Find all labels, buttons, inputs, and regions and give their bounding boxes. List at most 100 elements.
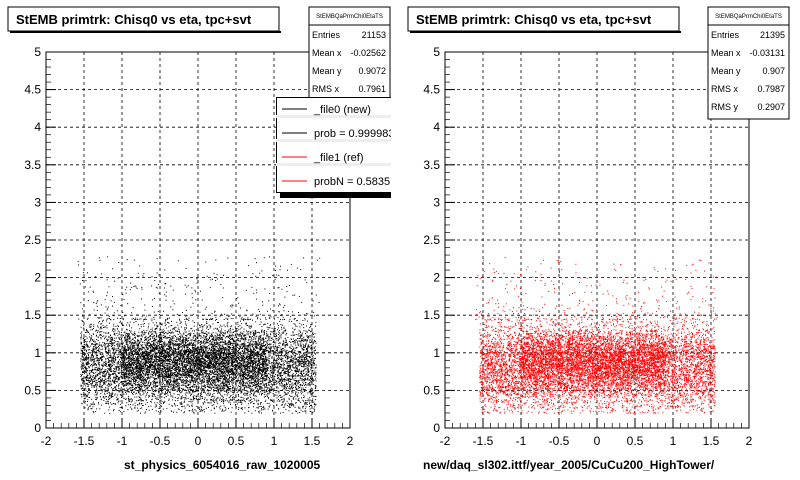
scatter-point [296, 360, 298, 362]
scatter-point [98, 347, 100, 349]
scatter-point [312, 341, 314, 343]
scatter-point [212, 332, 214, 334]
scatter-point [245, 367, 247, 369]
scatter-point [274, 394, 276, 396]
scatter-point [153, 342, 155, 344]
scatter-point [141, 362, 143, 364]
scatter-point [112, 349, 114, 351]
scatter-point [300, 401, 302, 403]
scatter-point [96, 387, 98, 389]
scatter-point [130, 401, 132, 403]
scatter-point [212, 360, 214, 362]
scatter-point [275, 346, 276, 348]
scatter-point [212, 399, 214, 401]
scatter-point [287, 375, 289, 377]
scatter-point [308, 399, 310, 401]
scatter-point [88, 354, 89, 356]
scatter-point [114, 340, 116, 341]
scatter-point [98, 352, 100, 354]
scatter-point [290, 380, 292, 382]
scatter-point [226, 384, 228, 386]
scatter-point [310, 383, 312, 385]
scatter-point [285, 369, 287, 370]
scatter-point [93, 364, 95, 366]
scatter-point [240, 379, 242, 381]
scatter-point [304, 359, 306, 361]
scatter-point [299, 322, 301, 324]
scatter-point [125, 373, 127, 375]
scatter-point [217, 397, 219, 399]
scatter-point [270, 390, 272, 391]
scatter-point [121, 368, 122, 370]
scatter-point [92, 347, 94, 349]
scatter-point [307, 339, 308, 341]
scatter-point [231, 332, 233, 334]
scatter-point [284, 341, 286, 343]
scatter-point [281, 382, 283, 384]
scatter-point [286, 359, 288, 361]
scatter-point [93, 379, 95, 381]
scatter-point [253, 337, 255, 339]
scatter-point [140, 388, 141, 390]
scatter-point [312, 373, 314, 375]
scatter-point [168, 361, 170, 363]
scatter-point [100, 387, 102, 389]
scatter-point [265, 340, 267, 342]
scatter-point [236, 392, 238, 394]
scatter-point [249, 369, 250, 371]
scatter-point [287, 368, 288, 370]
scatter-point [288, 397, 290, 399]
scatter-point [278, 367, 280, 369]
scatter-point [221, 341, 223, 343]
scatter-point [100, 358, 102, 359]
scatter-point [168, 326, 170, 328]
scatter-point [105, 387, 107, 389]
scatter-point [144, 332, 146, 334]
scatter-point [246, 364, 248, 366]
scatter-point [100, 357, 102, 359]
scatter-point [199, 326, 201, 328]
scatter-point [159, 397, 161, 399]
scatter-point [165, 367, 167, 368]
scatter-point [226, 385, 228, 387]
scatter-point [87, 346, 89, 348]
scatter-point [147, 383, 149, 385]
scatter-point [139, 393, 141, 395]
scatter-point [233, 331, 235, 332]
scatter-point [163, 375, 165, 377]
scatter-point [269, 346, 271, 348]
scatter-point [128, 399, 130, 401]
scatter-point [264, 392, 266, 394]
scatter-point [115, 337, 117, 339]
scatter-point [190, 334, 192, 336]
scatter-point [157, 343, 158, 345]
scatter-point [185, 393, 187, 395]
scatter-point [166, 392, 168, 394]
scatter-point [117, 385, 119, 387]
scatter-point [110, 395, 112, 397]
scatter-point [297, 365, 299, 367]
scatter-point [153, 334, 155, 336]
scatter-point [303, 345, 305, 347]
scatter-point [80, 326, 82, 328]
scatter-point [243, 388, 245, 389]
scatter-point [189, 410, 191, 412]
scatter-point [247, 346, 249, 348]
scatter-point [225, 332, 227, 334]
scatter-point [211, 385, 213, 387]
scatter-point [313, 383, 315, 385]
scatter-point [249, 355, 251, 357]
scatter-point [240, 328, 242, 330]
scatter-point [111, 361, 113, 363]
scatter-point [80, 373, 82, 375]
scatter-point [130, 388, 132, 390]
scatter-point [282, 385, 284, 387]
scatter-point [298, 387, 300, 389]
scatter-point [280, 357, 282, 359]
scatter-point [220, 382, 222, 384]
scatter-point [283, 398, 285, 400]
scatter-point [96, 394, 97, 396]
scatter-point [281, 360, 283, 362]
scatter-point [116, 385, 118, 387]
scatter-point [260, 321, 262, 323]
